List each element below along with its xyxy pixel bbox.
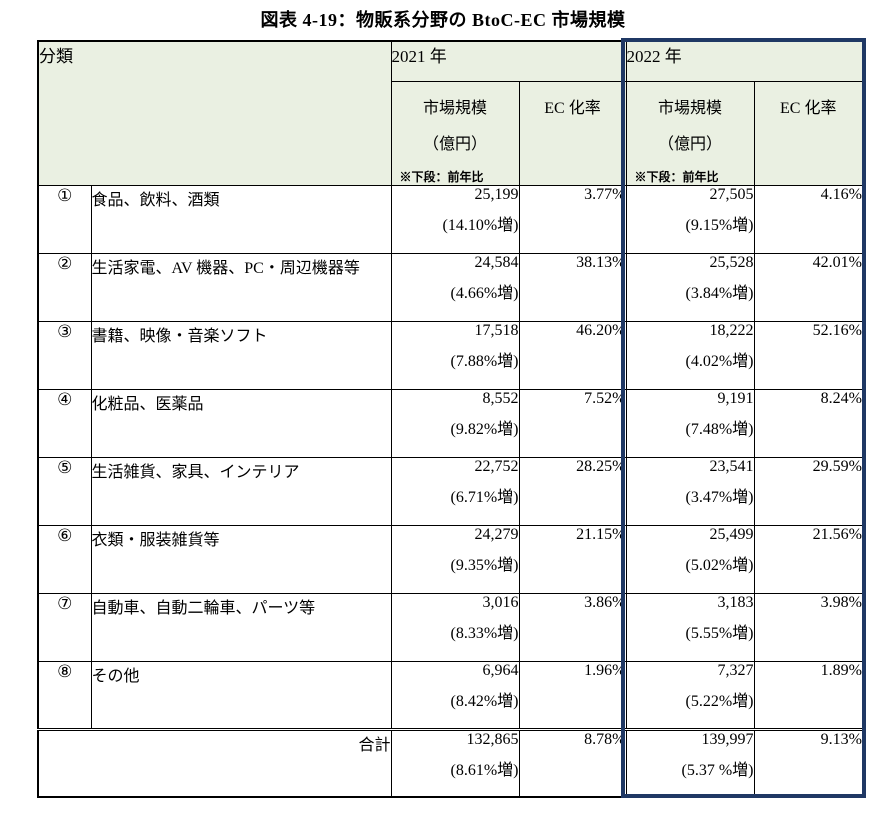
row-category: 自動車、自動二輪車、パーツ等: [90, 592, 392, 662]
total-label: 合計: [37, 727, 392, 798]
market-size-note: ※下段：前年比: [399, 169, 484, 184]
header-ec-ratio-2022: EC 化率: [753, 80, 864, 186]
market-size-label: 市場規模: [422, 99, 487, 117]
header-ec-ratio-2021: EC 化率: [518, 80, 627, 186]
total-row: 合計 132,865 (8.61%増) 8.78% 139,997 (5.37 …: [37, 727, 864, 798]
row-market-2021: 8,552 (9.82%増): [390, 388, 520, 458]
row-category: その他: [90, 660, 392, 730]
row-number: ④: [37, 388, 92, 458]
row-market-2022: 3,183 (5.55%増): [625, 592, 755, 662]
row-market-2021: 25,199 (14.10%増): [390, 184, 520, 254]
header-market-size-2022: 市場規模 （億円） ※下段：前年比: [625, 80, 755, 186]
ec-market-table: 分類 2021 年 2022 年 市場規模 （億円） ※下段：前年比 EC 化率…: [37, 40, 864, 798]
table-header-years: 分類 2021 年 2022 年: [37, 40, 864, 186]
table-row: ② 生活家電、AV 機器、PC・周辺機器等 24,584 (4.66%増) 38.…: [37, 252, 864, 322]
row-category: 衣類・服装雑貨等: [90, 524, 392, 594]
market-size-unit: （億円）: [422, 135, 487, 153]
market-size-note: ※下段：前年比: [634, 169, 719, 184]
row-number: ③: [37, 320, 92, 390]
row-ec-2022: 52.16%: [753, 320, 864, 390]
row-market-2021: 3,016 (8.33%増): [390, 592, 520, 662]
table-row: ③ 書籍、映像・音楽ソフト 17,518 (7.88%増) 46.20% 18,2…: [37, 320, 864, 390]
row-category: 生活雑貨、家具、インテリア: [90, 456, 392, 526]
row-ec-2022: 21.56%: [753, 524, 864, 594]
row-number: ⑦: [37, 592, 92, 662]
market-size-label: 市場規模: [657, 99, 722, 117]
table-row: ⑥ 衣類・服装雑貨等 24,279 (9.35%増) 21.15% 25,499(…: [37, 524, 864, 594]
table-row: ⑦ 自動車、自動二輪車、パーツ等 3,016 (8.33%増) 3.86% 3,1…: [37, 592, 864, 662]
row-ec-2021: 3.77%: [518, 184, 627, 254]
row-market-2021: 6,964 (8.42%増): [390, 660, 520, 730]
row-market-2021: 17,518 (7.88%増): [390, 320, 520, 390]
row-ec-2021: 46.20%: [518, 320, 627, 390]
row-ec-2022: 4.16%: [753, 184, 864, 254]
row-market-2022: 7,327 (5.22%増): [625, 660, 755, 730]
row-ec-2022: 29.59%: [753, 456, 864, 526]
row-number: ②: [37, 252, 92, 322]
row-market-2021: 22,752 (6.71%増): [390, 456, 520, 526]
row-market-2021: 24,584 (4.66%増): [390, 252, 520, 322]
row-ec-2021: 28.25%: [518, 456, 627, 526]
table-row: ① 食品、飲料、酒類 25,199 (14.10%増) 3.77% 27,505(…: [37, 184, 864, 254]
row-market-2022: 23,541 (3.47%増): [625, 456, 755, 526]
row-number: ⑥: [37, 524, 92, 594]
table-body: ① 食品、飲料、酒類 25,199 (14.10%増) 3.77% 27,505(…: [37, 184, 864, 730]
row-ec-2022: 3.98%: [753, 592, 864, 662]
row-market-2022: 25,499 (5.02%増): [625, 524, 755, 594]
table-row: ④ 化粧品、医薬品 8,552 (9.82%増) 7.52% 9,191 (7.48…: [37, 388, 864, 458]
row-ec-2021: 7.52%: [518, 388, 627, 458]
header-market-size-2021: 市場規模 （億円） ※下段：前年比: [390, 80, 520, 186]
table-header-metrics: 市場規模 （億円） ※下段：前年比 EC 化率 市場規模 （億円） ※下段：前年…: [38, 80, 864, 186]
row-ec-2021: 1.96%: [518, 660, 627, 730]
row-ec-2022: 1.89%: [753, 660, 864, 730]
table-row: ⑧ その他 6,964 (8.42%増) 1.96% 7,327 (5.22%増) …: [37, 660, 864, 730]
row-market-2022: 27,505 (9.15%増): [625, 184, 755, 254]
row-ec-2022: 8.24%: [753, 388, 864, 458]
total-ec-2021: 8.78%: [518, 727, 627, 798]
row-ec-2021: 21.15%: [518, 524, 627, 594]
row-market-2022: 25,528 (3.84%増): [625, 252, 755, 322]
row-category: 書籍、映像・音楽ソフト: [90, 320, 392, 390]
header-year-2021: 2021 年: [390, 40, 627, 82]
row-market-2022: 18,222 (4.02%増): [625, 320, 755, 390]
total-market-2022: 139,997 (5.37 %増): [625, 727, 755, 798]
row-ec-2021: 3.86%: [518, 592, 627, 662]
row-ec-2022: 42.01%: [753, 252, 864, 322]
total-market-2021: 132,865 (8.61%増): [390, 727, 520, 798]
market-size-unit: （億円）: [657, 135, 722, 153]
row-number: ①: [37, 184, 92, 254]
figure-title: 図表 4-19：物販系分野の BtoC-EC 市場規模: [260, 10, 626, 30]
total-ec-2022: 9.13%: [753, 727, 864, 798]
ec-ratio-label: EC 化率: [780, 99, 837, 117]
ec-ratio-label: EC 化率: [544, 99, 601, 117]
row-market-2022: 9,191 (7.48%増): [625, 388, 755, 458]
row-number: ⑧: [37, 660, 92, 730]
row-market-2021: 24,279 (9.35%増): [390, 524, 520, 594]
row-category: 生活家電、AV 機器、PC・周辺機器等: [90, 252, 392, 322]
row-number: ⑤: [37, 456, 92, 526]
table-row: ⑤ 生活雑貨、家具、インテリア 22,752 (6.71%増) 28.25% 23…: [37, 456, 864, 526]
header-category: 分類: [37, 40, 392, 186]
header-year-2022: 2022 年: [625, 40, 864, 82]
row-category: 食品、飲料、酒類: [90, 184, 392, 254]
row-ec-2021: 38.13%: [518, 252, 627, 322]
row-category: 化粧品、医薬品: [90, 388, 392, 458]
